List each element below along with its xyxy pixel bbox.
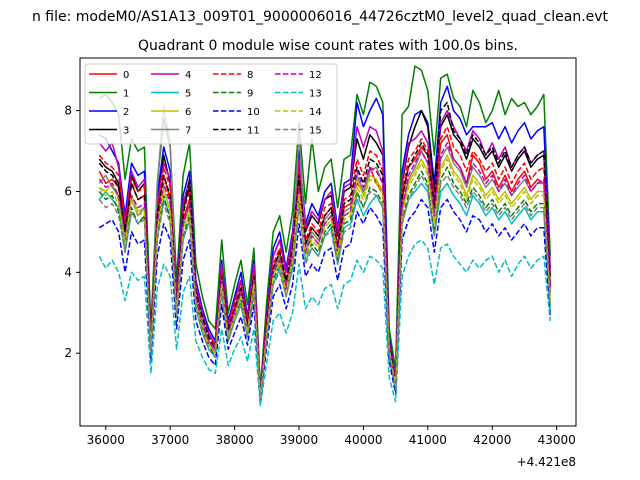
x-axis: 36000 37000 38000 39000 40000 41000 42000 43000: [87, 426, 576, 447]
series-line-10: [98, 198, 551, 403]
x-tick-label: 39000: [280, 433, 318, 447]
series-line-8: [98, 125, 551, 395]
legend-label-7: 7: [185, 126, 191, 137]
figure-suptitle: n file: modeM0/AS1A13_009T01_9000006016_…: [32, 9, 609, 25]
y-axis: 2 4 6 8: [64, 104, 80, 360]
x-tick-label: 36000: [87, 433, 125, 447]
legend-label-11: 11: [247, 126, 260, 137]
series-line-14: [98, 158, 551, 399]
legend-label-15: 15: [309, 126, 322, 137]
x-tick-label: 43000: [538, 433, 576, 447]
legend-label-1: 1: [123, 89, 129, 100]
axes-frame: [79, 57, 577, 427]
series-line-15: [98, 174, 551, 399]
legend-box: [84, 63, 338, 145]
y-tick-label: 8: [64, 104, 72, 118]
chart-title: Quadrant 0 module wise count rates with …: [138, 38, 518, 54]
legend-label-12: 12: [309, 70, 322, 81]
y-tick-label: 2: [64, 346, 72, 360]
plot-area: [98, 65, 551, 407]
legend-label-4: 4: [185, 70, 191, 81]
legend-label-13: 13: [309, 89, 322, 100]
x-tick-label: 40000: [344, 433, 382, 447]
x-tick-label: 37000: [151, 433, 189, 447]
series-line-9: [98, 166, 551, 399]
y-tick-label: 4: [64, 265, 72, 279]
legend-label-8: 8: [247, 70, 253, 81]
legend-label-14: 14: [309, 107, 322, 118]
series-line-13: [98, 239, 551, 407]
legend-label-2: 2: [123, 107, 129, 118]
legend-label-5: 5: [185, 89, 191, 100]
legend-label-9: 9: [247, 89, 253, 100]
x-offset-label: +4.421e8: [517, 455, 576, 469]
legend-label-0: 0: [123, 70, 129, 81]
legend-label-3: 3: [123, 126, 129, 137]
series-line-7: [98, 105, 551, 399]
x-tick-label: 42000: [473, 433, 511, 447]
legend-label-6: 6: [185, 107, 191, 118]
y-tick-label: 6: [64, 184, 72, 198]
x-tick-label: 38000: [216, 433, 254, 447]
legend-label-10: 10: [247, 107, 260, 118]
x-tick-label: 41000: [409, 433, 447, 447]
